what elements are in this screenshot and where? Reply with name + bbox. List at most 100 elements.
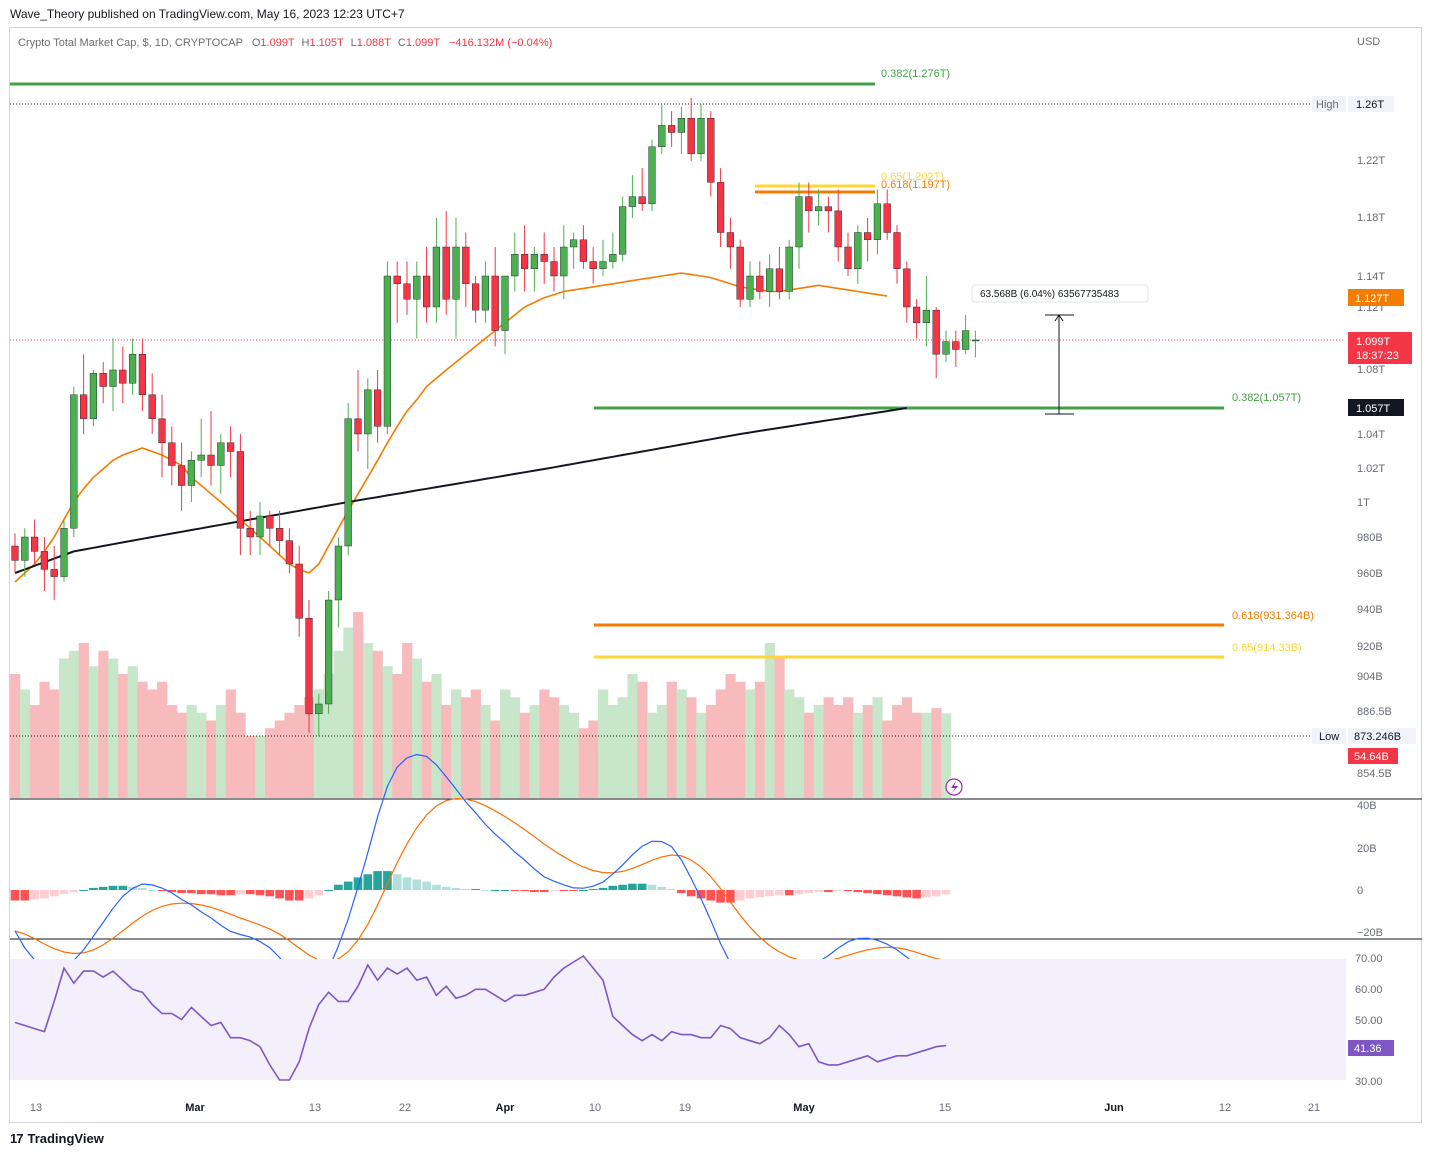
candle-body [864,232,872,240]
tradingview-logo-icon: 17 [10,1131,24,1146]
volume-bar [500,689,511,798]
time-tick: 13 [30,1102,42,1114]
macd-histogram-bar [40,890,49,899]
price-tick: 886.5B [1357,706,1392,718]
volume-bar [568,712,579,798]
support-price-tag: 1.057T [1348,399,1404,416]
volume-bar [529,705,540,798]
macd-histogram-bar [706,890,716,901]
volume-bar [843,697,854,798]
macd-histogram-bar [98,886,108,890]
candle-body [775,268,784,292]
lightning-icon[interactable] [945,778,963,796]
svg-text:54.64B: 54.64B [1354,751,1389,763]
candle-body [40,551,49,570]
macd-histogram-bar [500,890,510,891]
volume-bar [627,674,638,798]
candle-body [687,118,695,155]
macd-histogram-bar [275,890,284,899]
macd-histogram-bar [206,890,216,895]
price-tick: 1.04T [1357,429,1385,441]
volume-bar [637,681,648,798]
macd-histogram-bar [265,890,275,897]
volume-bar [558,705,570,798]
candle-body [207,454,215,466]
legend-low: 1.088T [357,37,392,49]
candle-body [785,246,793,292]
currency-label[interactable]: USD [1357,36,1380,48]
volume-bar [803,712,815,798]
volume-bar [176,712,187,798]
candle-body [168,442,176,466]
macd-histogram-bar [814,890,823,893]
volume-bar [294,705,305,798]
macd-histogram-bar [20,890,30,901]
macd-histogram-bar [285,890,294,901]
macd-histogram-bar [255,890,265,896]
volume-bar [647,712,658,798]
volume-bar [656,705,668,798]
volume-bar [19,689,31,798]
volume-bar [607,705,619,798]
candle-body [530,254,539,269]
candle-body [677,118,686,133]
macd-histogram-bar [49,890,59,897]
candle-body [158,418,166,443]
candle-body [560,246,568,277]
price-tick: 1.18T [1357,212,1385,224]
macd-histogram-bar [941,890,951,895]
candle-body [570,239,578,248]
svg-text:41.36: 41.36 [1354,1043,1382,1055]
volume-bar [255,736,266,798]
volume-bar [764,643,775,798]
candle-body [305,618,313,715]
volume-bar [666,681,677,798]
macd-histogram-bar [569,890,578,892]
macd-histogram-bar [108,885,118,890]
macd-histogram-bar [843,890,853,892]
volume-bar [578,728,589,798]
volume-bar [382,666,393,798]
fib-support-label: 0.382(1.057T) [1232,392,1301,404]
macd-histogram-bar [549,890,559,892]
macd-histogram-bar [69,890,79,893]
candle-body [854,232,862,269]
measure-tool[interactable]: 63.568B (6.04%) 63567735483 [971,284,1149,415]
rsi-tick: 50.00 [1355,1015,1383,1027]
volume-bar [588,720,599,798]
time-tick: 15 [939,1102,951,1114]
volume-bar [225,689,236,798]
volume-bar [617,697,628,798]
svg-text:1.057T: 1.057T [1356,403,1391,415]
volume-bar [833,705,844,798]
rsi-value-tag: 41.36 [1348,1040,1394,1056]
volume-bar [333,650,344,798]
candle-body [148,394,156,419]
rsi-line [14,954,947,1081]
macd-panel [10,753,951,987]
volume-bar [705,705,717,798]
volume-bar [117,674,129,798]
macd-histogram-bar [304,890,314,899]
candle-body [452,246,460,300]
macd-histogram-bar [902,890,912,898]
tradingview-logo[interactable]: 17 TradingView [10,1131,104,1146]
macd-histogram-bar [657,886,667,890]
candle-body [962,330,970,350]
macd-histogram-bar [686,890,696,897]
volume-bar [696,712,707,798]
macd-histogram-bar [892,890,902,897]
macd-histogram-bar [432,884,441,890]
candle-body [619,206,627,255]
ema-lines [14,272,907,583]
price-tick: 1.02T [1357,463,1385,475]
volume-bar [676,689,687,798]
price-tick: 940B [1357,604,1383,616]
macd-histogram-bar [187,890,196,894]
chart-frame [9,27,1422,1123]
candle-body [815,206,823,212]
candle-body [883,203,891,233]
ema-short-line [14,272,888,583]
candle-body [756,275,764,292]
